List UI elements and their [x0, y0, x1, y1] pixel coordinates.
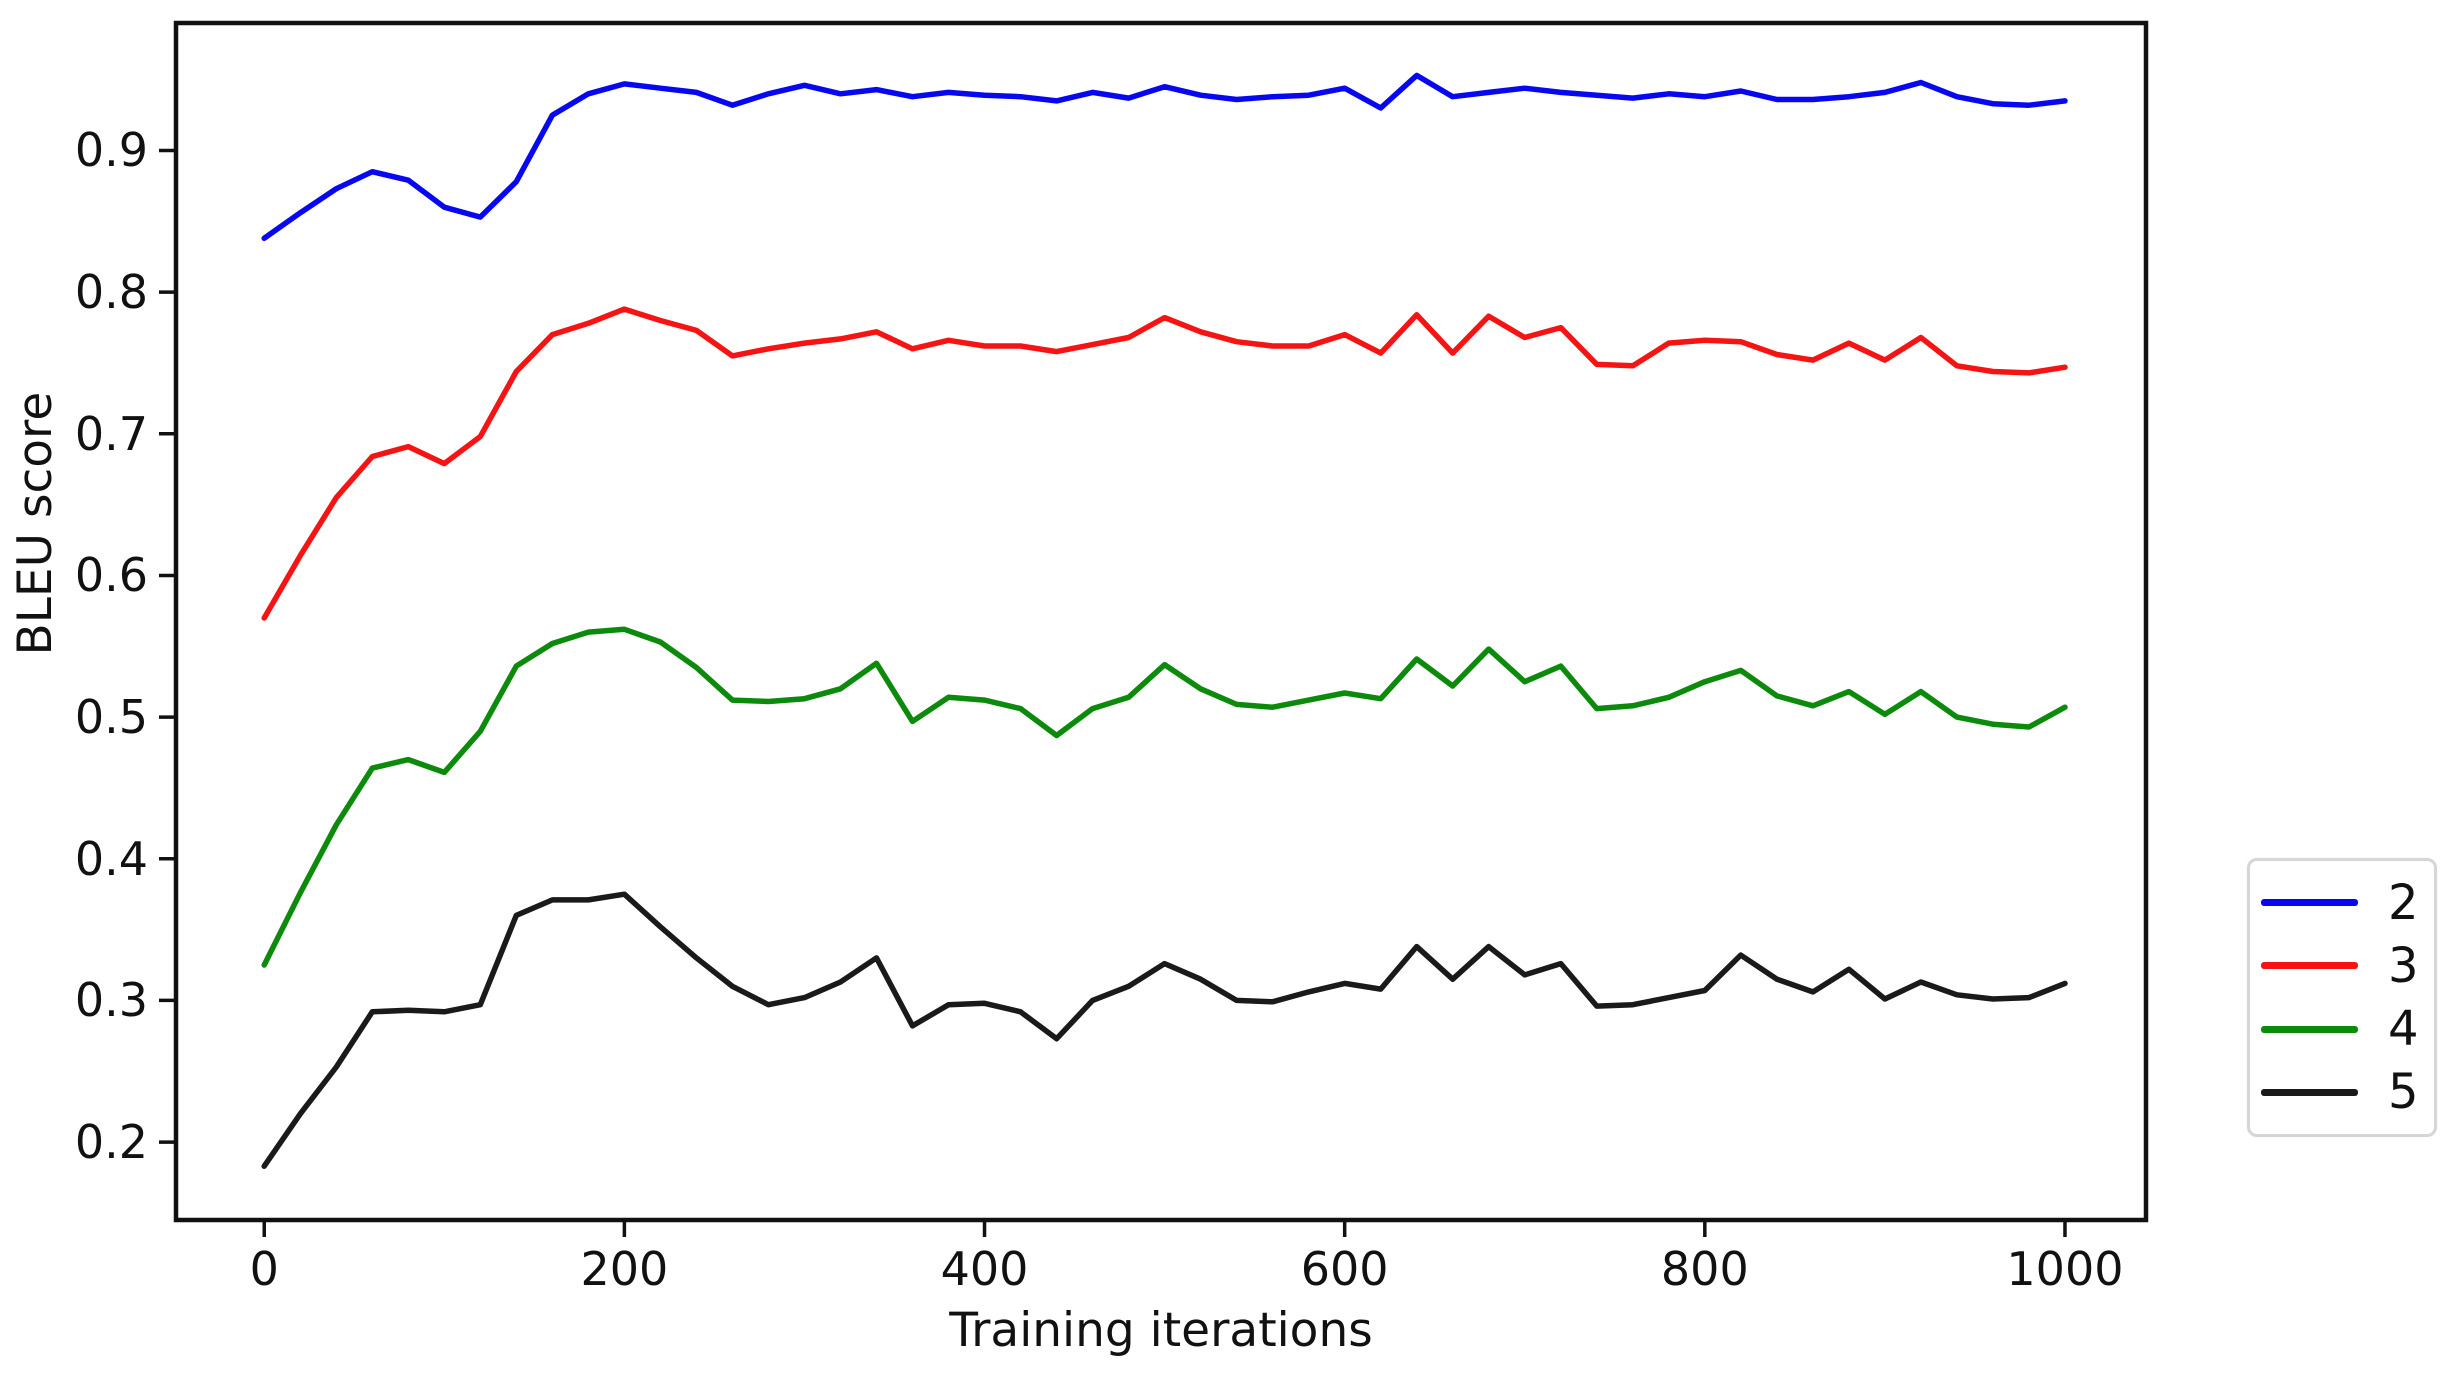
x-tick-label: 0	[249, 1242, 279, 1296]
y-tick-label: 0.8	[74, 265, 148, 320]
x-tick-label: 800	[1660, 1242, 1749, 1296]
legend-item-3: 3	[2250, 937, 2434, 995]
y-tick-label: 0.2	[74, 1115, 148, 1170]
plot-frame	[173, 20, 2149, 1223]
legend-item-4: 4	[2250, 1000, 2434, 1058]
legend-label: 4	[2388, 1001, 2419, 1058]
series-line-2	[261, 72, 2068, 242]
legend-item-2: 2	[2250, 874, 2434, 932]
series-line-4	[261, 626, 2068, 968]
series-line-3	[261, 306, 2068, 621]
y-axis-label: BLEU score	[8, 391, 63, 656]
y-tick-label: 0.7	[74, 406, 148, 461]
legend-label: 2	[2388, 874, 2419, 931]
legend-line-swatch-green	[2261, 1025, 2358, 1033]
legend-label: 3	[2388, 937, 2419, 994]
legend-line-swatch-blue	[2261, 899, 2358, 907]
legend-item-5: 5	[2250, 1063, 2434, 1121]
y-tick-label: 0.9	[74, 123, 148, 178]
legend: 2 3 4 5	[2247, 858, 2437, 1137]
series-line-5	[261, 891, 2068, 1169]
x-tick-label: 600	[1300, 1242, 1389, 1296]
x-tick-label: 200	[580, 1242, 669, 1296]
y-tick-label: 0.5	[74, 690, 148, 745]
y-tick-label: 0.6	[74, 548, 148, 603]
y-tick-label: 0.4	[74, 831, 148, 886]
legend-line-swatch-black	[2261, 1088, 2358, 1096]
y-tick-label: 0.3	[74, 973, 148, 1028]
legend-label: 5	[2388, 1064, 2419, 1121]
x-tick-label: 1000	[2006, 1242, 2124, 1296]
x-axis-label: Training iterations	[949, 1303, 1373, 1358]
x-tick-label: 400	[940, 1242, 1029, 1296]
legend-line-swatch-red	[2261, 962, 2358, 970]
